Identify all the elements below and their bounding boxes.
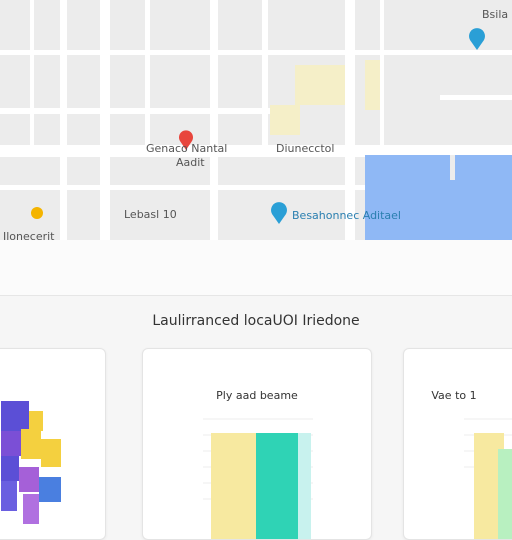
divider-band	[0, 240, 512, 296]
map-label: Diunecctol	[276, 142, 335, 155]
map[interactable]: Bsila Genaco Nantal Aadit Diunecctol Leb…	[0, 0, 512, 240]
card-graphic	[203, 418, 313, 539]
card-title: Vae to 1	[431, 389, 477, 402]
map-label: Lebasl 10	[124, 208, 177, 221]
map-label: Bsila	[482, 8, 509, 21]
map-canvas	[0, 0, 512, 240]
map-label: Ilonecerit	[3, 230, 55, 240]
map-label: Aadit	[176, 156, 205, 169]
section-heading: Laulirranced locaUOI Iriedone	[152, 313, 360, 329]
pin[interactable]	[271, 202, 287, 224]
card-title: Ply aad beame	[216, 389, 298, 402]
card[interactable]	[0, 348, 106, 540]
card[interactable]: Ply aad beame	[142, 348, 372, 540]
pin[interactable]	[178, 130, 194, 150]
map-label: Genaco Nantal	[146, 142, 228, 155]
pin[interactable]	[469, 28, 485, 50]
card[interactable]: Vae to 1	[403, 348, 512, 540]
card-graphic	[1, 401, 61, 524]
map-label: Besahonnec Aditael	[292, 209, 401, 222]
card-graphic	[464, 418, 512, 539]
pin[interactable]	[31, 207, 43, 219]
